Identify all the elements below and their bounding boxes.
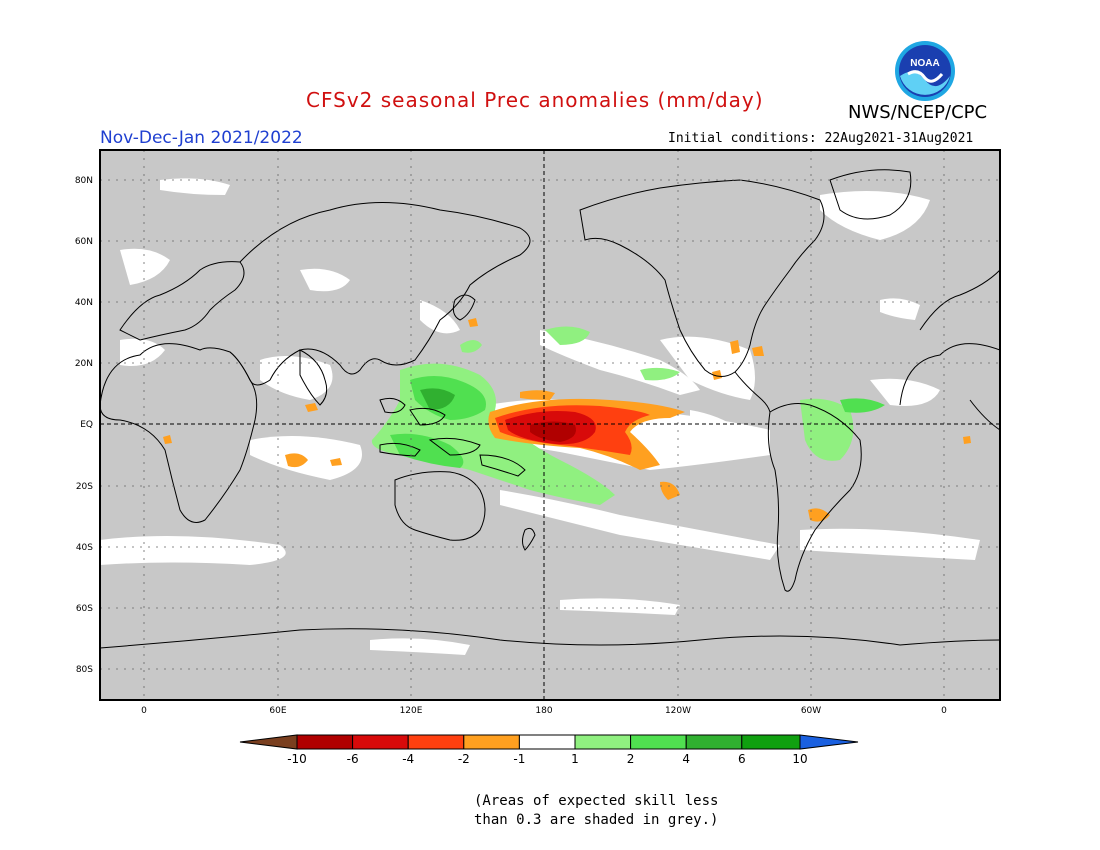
lat-label: 80S [76,665,93,675]
lat-labels: 80N 60N 40N 20N EQ 20S 40S 60S 80S [75,176,93,675]
lat-label: 60S [76,604,93,614]
colorbar-label: -2 [458,752,470,766]
colorbar-label: 6 [738,752,746,766]
lat-label: EQ [80,420,93,430]
lat-label: 20N [75,359,93,369]
initial-conditions-label: Initial conditions: 22Aug2021-31Aug2021 [668,131,974,146]
lon-label: 180 [535,706,552,716]
coastlines [100,169,1000,649]
colorbar: -10 -6 -4 -2 -1 1 2 4 6 10 [239,734,859,766]
map-frame [99,149,1001,701]
colorbar-label: -6 [347,752,359,766]
lon-label: 0 [141,706,147,716]
skill-note-line: than 0.3 are shaded in grey.) [474,812,719,828]
noaa-logo: NOAA [895,41,955,101]
lat-label: 40S [76,543,93,553]
colorbar-bin [407,734,465,750]
colorbar-high-arrow [799,734,859,750]
logo-text: NOAA [910,58,939,69]
season-label: Nov-Dec-Jan 2021/2022 [100,128,303,148]
colorbar-bin [463,734,520,750]
colorbar-label: -1 [513,752,525,766]
chart-title: CFSv2 seasonal Prec anomalies (mm/day) [306,88,764,112]
negative-anomaly-regions [163,318,971,522]
colorbar-label: 2 [627,752,635,766]
lon-label: 60W [801,706,821,716]
lon-label: 60E [269,706,286,716]
skill-note-line: (Areas of expected skill less [474,793,719,809]
lon-label: 0 [941,706,947,716]
lat-label: 80N [75,176,93,186]
equator-dateline [100,150,1000,700]
lat-label: 20S [76,482,93,492]
colorbar-low-arrow [239,734,298,750]
organization-label: NWS/NCEP/CPC [848,102,988,123]
lat-label: 60N [75,237,93,247]
skill-note: (Areas of expected skill less than 0.3 a… [474,792,718,830]
colorbar-bin [352,734,409,750]
lat-label: 40N [75,298,93,308]
colorbar-bin [741,734,801,750]
colorbar-label: 1 [571,752,579,766]
colorbar-label: 4 [682,752,690,766]
colorbar-bin [574,734,632,750]
colorbar-bin [685,734,743,750]
lon-labels: 0 60E 120E 180 120W 60W 0 [141,706,947,716]
lon-label: 120W [665,706,691,716]
lon-label: 120E [400,706,423,716]
colorbar-bin [296,734,354,750]
colorbar-label: 10 [792,752,807,766]
colorbar-label: -10 [287,752,307,766]
colorbar-label: -4 [402,752,414,766]
colorbar-bin [518,734,576,750]
graticule [100,150,1000,700]
colorbar-bin [630,734,687,750]
